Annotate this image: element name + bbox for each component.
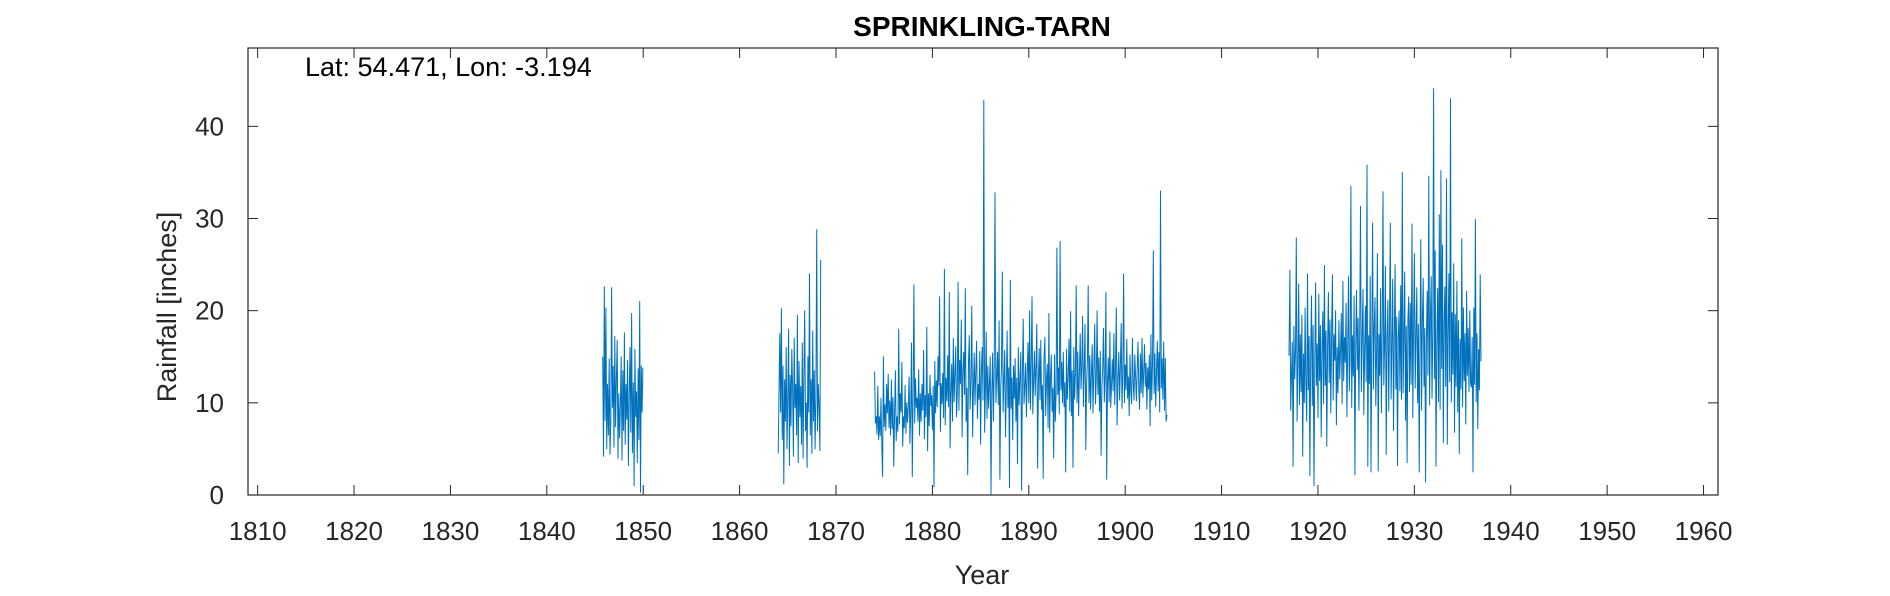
x-tick-label: 1900 xyxy=(1096,516,1154,546)
y-tick-label: 30 xyxy=(195,204,224,234)
rainfall-series-segment xyxy=(602,286,644,493)
x-tick-label: 1840 xyxy=(518,516,576,546)
x-axis-label: Year xyxy=(955,560,1010,590)
x-tick-label: 1950 xyxy=(1578,516,1636,546)
location-annotation: Lat: 54.471, Lon: -3.194 xyxy=(305,52,592,82)
rainfall-series-segment xyxy=(777,229,822,485)
y-tick-label: 20 xyxy=(195,296,224,326)
y-tick-label: 10 xyxy=(195,388,224,418)
x-tick-label: 1830 xyxy=(422,516,480,546)
x-tick-label: 1860 xyxy=(711,516,769,546)
y-tick-label: 40 xyxy=(195,111,224,141)
rainfall-series-segment xyxy=(874,100,1168,495)
x-tick-label: 1920 xyxy=(1289,516,1347,546)
x-tick-label: 1870 xyxy=(807,516,865,546)
ticks-layer: 1810 1820 1830 1840 1850 1860 1870 1880 1890 1900… xyxy=(195,48,1732,546)
x-tick-label: 1810 xyxy=(229,516,287,546)
chart-title: SPRINKLING-TARN xyxy=(853,11,1111,42)
x-tick-label: 1890 xyxy=(1000,516,1058,546)
x-tick-label: 1940 xyxy=(1482,516,1540,546)
x-tick-label: 1930 xyxy=(1385,516,1443,546)
plot-area xyxy=(247,47,1719,496)
x-tick-label: 1820 xyxy=(325,516,383,546)
y-axis-label: Rainfall [inches] xyxy=(152,212,182,403)
x-tick-label: 1880 xyxy=(903,516,961,546)
x-tick-label: 1960 xyxy=(1675,516,1733,546)
series-layer xyxy=(602,88,1482,495)
x-tick-label: 1850 xyxy=(614,516,672,546)
x-tick-label: 1910 xyxy=(1193,516,1251,546)
rainfall-series-segment xyxy=(1288,88,1482,487)
y-tick-label: 0 xyxy=(210,480,224,510)
